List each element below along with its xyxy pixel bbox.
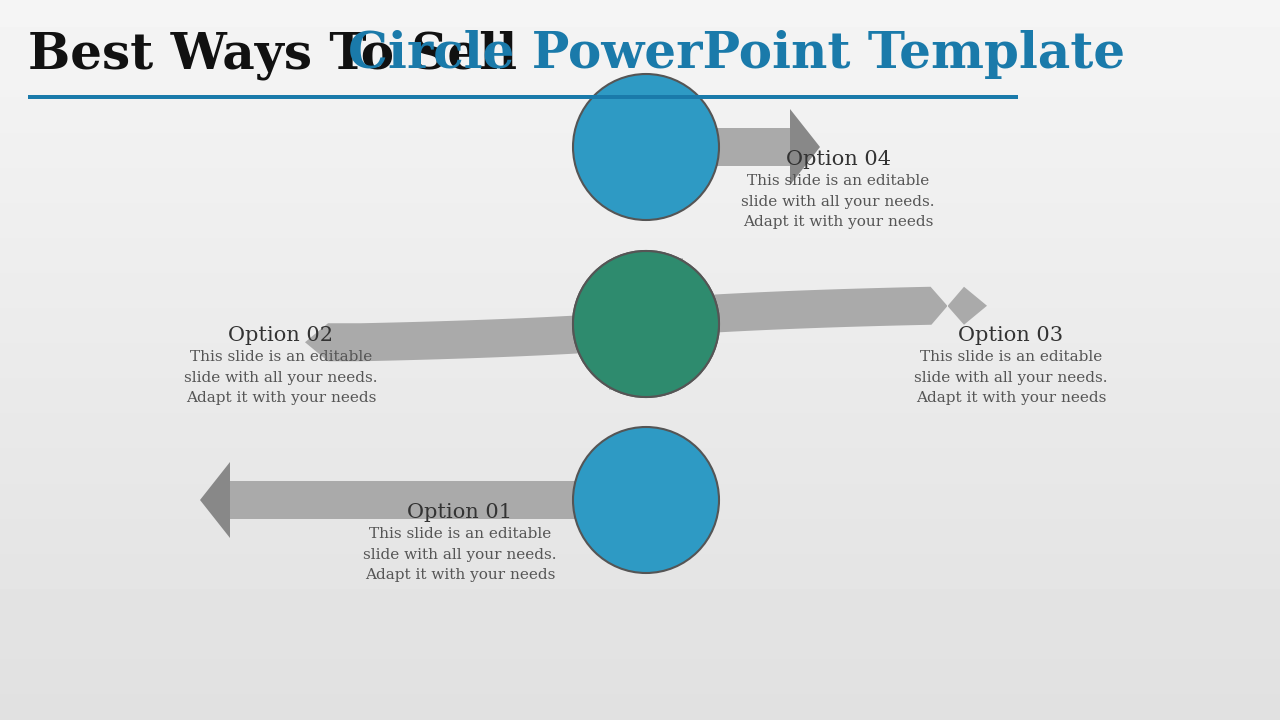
Text: This slide is an editable
slide with all your needs.
Adapt it with your needs: This slide is an editable slide with all… bbox=[184, 350, 378, 405]
Text: This slide is an editable
slide with all your needs.
Adapt it with your needs: This slide is an editable slide with all… bbox=[914, 350, 1107, 405]
Text: Option 03: Option 03 bbox=[959, 326, 1064, 345]
Bar bbox=[230, 481, 579, 519]
Text: Best Ways To Sell: Best Ways To Sell bbox=[28, 30, 535, 79]
Polygon shape bbox=[305, 312, 646, 390]
Polygon shape bbox=[200, 462, 230, 538]
Text: Option 04: Option 04 bbox=[786, 150, 891, 169]
Text: Option 02: Option 02 bbox=[229, 326, 334, 345]
Bar bbox=[28, 95, 1018, 99]
Ellipse shape bbox=[573, 74, 719, 220]
Ellipse shape bbox=[573, 427, 719, 573]
Text: This slide is an editable
slide with all your needs.
Adapt it with your needs: This slide is an editable slide with all… bbox=[741, 174, 934, 229]
Text: Option 01: Option 01 bbox=[407, 503, 512, 522]
Ellipse shape bbox=[573, 251, 719, 397]
Ellipse shape bbox=[573, 251, 719, 397]
Bar bbox=[714, 128, 790, 166]
Text: This slide is an editable
slide with all your needs.
Adapt it with your needs: This slide is an editable slide with all… bbox=[364, 527, 557, 582]
Text: Circle PowerPoint Template: Circle PowerPoint Template bbox=[348, 30, 1125, 79]
Polygon shape bbox=[645, 258, 987, 336]
Polygon shape bbox=[790, 109, 820, 185]
